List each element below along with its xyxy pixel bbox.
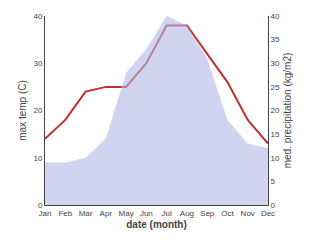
svg-text:40: 40 <box>33 12 42 21</box>
svg-text:Mar: Mar <box>79 209 93 218</box>
svg-text:20: 20 <box>271 106 280 115</box>
svg-text:Oct: Oct <box>221 209 234 218</box>
svg-text:Dec: Dec <box>261 209 275 218</box>
svg-text:20: 20 <box>33 106 42 115</box>
svg-text:Jan: Jan <box>39 209 52 218</box>
svg-text:25: 25 <box>271 83 280 92</box>
svg-text:May: May <box>119 209 134 218</box>
svg-text:med. precipitation (kg/m2): med. precipitation (kg/m2) <box>282 53 293 169</box>
svg-text:5: 5 <box>271 177 276 186</box>
svg-text:Jul: Jul <box>162 209 172 218</box>
svg-text:max temp (C): max temp (C) <box>17 80 28 141</box>
svg-text:0: 0 <box>271 201 276 210</box>
svg-text:10: 10 <box>33 154 42 163</box>
svg-text:0: 0 <box>38 201 43 210</box>
svg-text:Aug: Aug <box>180 209 194 218</box>
svg-text:Jun: Jun <box>140 209 153 218</box>
svg-text:Nov: Nov <box>241 209 255 218</box>
svg-text:30: 30 <box>271 59 280 68</box>
svg-text:Sep: Sep <box>200 209 215 218</box>
svg-text:date (month): date (month) <box>126 219 187 230</box>
svg-text:35: 35 <box>271 35 280 44</box>
svg-text:30: 30 <box>33 59 42 68</box>
svg-text:Apr: Apr <box>100 209 113 218</box>
svg-text:40: 40 <box>271 12 280 21</box>
svg-text:Feb: Feb <box>58 209 72 218</box>
svg-text:10: 10 <box>271 154 280 163</box>
svg-text:15: 15 <box>271 130 280 139</box>
